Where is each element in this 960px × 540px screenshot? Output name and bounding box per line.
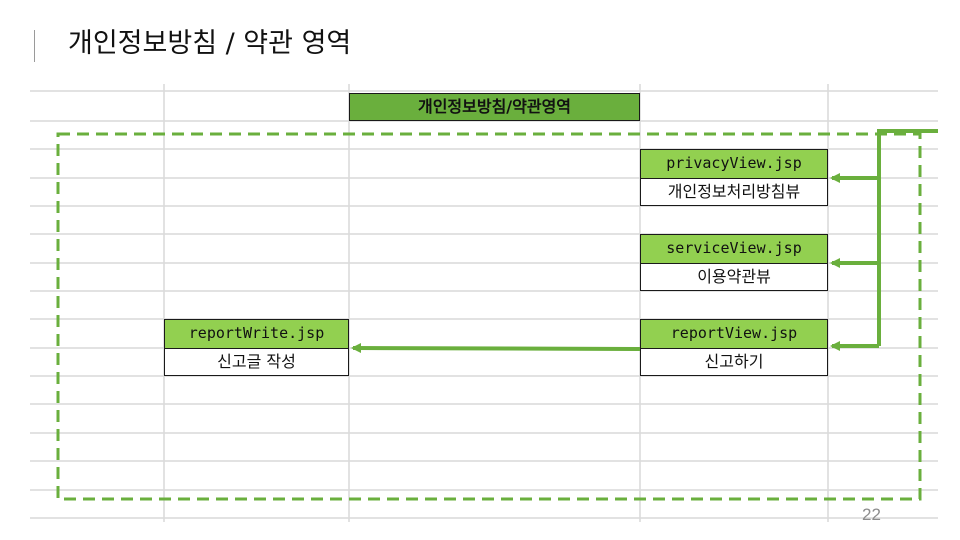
title-divider (34, 30, 35, 62)
node-privacy-view: privacyView.jsp 개인정보처리방침뷰 (640, 149, 828, 206)
node-desc-label: 신고글 작성 (217, 352, 296, 371)
arrow-to-report-write (351, 343, 641, 354)
node-file-label: reportWrite.jsp (165, 320, 348, 349)
node-file-label: serviceView.jsp (641, 235, 827, 264)
region-border (56, 132, 922, 501)
diagram-header: 개인정보방침/약관영역 (349, 93, 640, 121)
node-report-view: reportView.jsp 신고하기 (640, 319, 828, 376)
slide-title: 개인정보방침 / 약관 영역 (68, 28, 352, 59)
node-service-view: serviceView.jsp 이용약관뷰 (640, 234, 828, 291)
node-file-label: reportView.jsp (641, 320, 827, 349)
node-desc-label: 이용약관뷰 (697, 267, 771, 286)
node-desc-label: 개인정보처리방침뷰 (667, 182, 801, 201)
node-desc-label: 신고하기 (704, 352, 764, 371)
connector-arrows (351, 129, 938, 354)
incoming-trunk (877, 129, 938, 346)
page-number: 22 (862, 505, 881, 524)
node-report-write: reportWrite.jsp 신고글 작성 (164, 319, 349, 376)
node-file-label: privacyView.jsp (641, 150, 827, 179)
